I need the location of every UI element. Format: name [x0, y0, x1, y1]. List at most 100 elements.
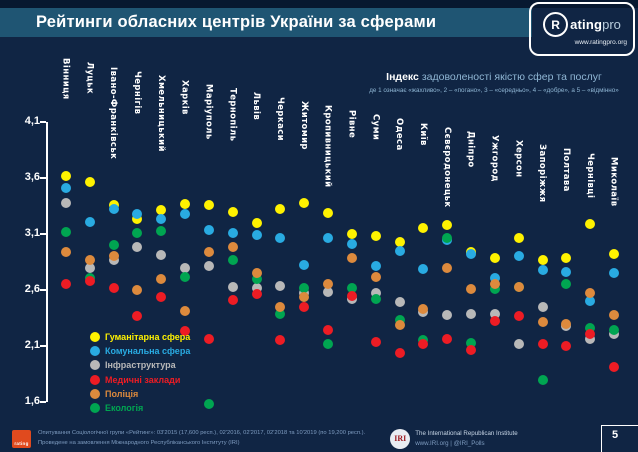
- data-point: [561, 252, 572, 263]
- data-point: [275, 233, 286, 244]
- data-point: [489, 308, 500, 319]
- data-point: [418, 263, 429, 274]
- data-point: [489, 279, 500, 290]
- data-point: [323, 207, 334, 218]
- iri-contacts: www.IRI.org | @IRI_Polls: [415, 439, 485, 447]
- data-point: [299, 260, 310, 271]
- legend-item: Інфраструктура: [90, 358, 190, 372]
- data-point: [561, 341, 572, 351]
- data-point: [203, 224, 214, 235]
- data-point: [394, 245, 405, 256]
- y-axis-line: [46, 122, 48, 402]
- data-point: [61, 226, 71, 237]
- data-point: [156, 225, 167, 236]
- x-axis-city-label: Полтава: [560, 148, 571, 193]
- iri-block: IRI The International Republican Institu…: [390, 428, 518, 449]
- data-point: [227, 295, 238, 306]
- data-point: [180, 306, 191, 317]
- y-axis-tick-label: 3,1: [24, 227, 40, 239]
- data-point: [537, 374, 548, 385]
- legend-label: Комунальна сфера: [105, 346, 191, 357]
- data-point: [299, 197, 310, 208]
- data-point: [442, 262, 453, 273]
- data-point: [227, 254, 238, 265]
- legend-label: Гуманітарна сфера: [105, 332, 191, 343]
- top-strip: [0, 0, 638, 8]
- data-point: [346, 239, 357, 250]
- source-line-1: Опитування Соціологічної групи «Рейтинг»…: [38, 430, 366, 437]
- data-point: [418, 338, 429, 349]
- data-point: [275, 335, 286, 346]
- data-point: [561, 318, 572, 329]
- data-point: [180, 326, 191, 337]
- data-point: [203, 399, 214, 410]
- data-point: [108, 204, 119, 215]
- index-note-title: Індекс задоволеності якістю сфер та посл…: [352, 66, 636, 86]
- data-point: [609, 268, 620, 279]
- data-point: [442, 220, 453, 231]
- data-point: [513, 338, 524, 349]
- page-number: 5: [601, 425, 638, 452]
- data-point: [466, 249, 477, 260]
- data-point: [346, 282, 357, 293]
- ratingpro-brand-row: R atingpro: [537, 12, 627, 37]
- x-axis-city-label: Суми: [370, 113, 381, 141]
- x-axis-city-label: Житомир: [298, 101, 309, 150]
- data-point: [346, 252, 357, 263]
- data-point: [609, 309, 620, 320]
- data-point: [537, 301, 548, 312]
- x-axis-city-label: Запоріжжя: [537, 144, 548, 203]
- data-point: [585, 323, 596, 334]
- data-point: [275, 308, 286, 319]
- legend-label: Інфраструктура: [105, 360, 176, 371]
- data-point: [251, 282, 262, 293]
- data-point: [561, 267, 572, 278]
- data-point: [275, 301, 286, 312]
- data-point: [513, 233, 524, 244]
- data-point: [84, 177, 95, 188]
- data-point: [227, 227, 238, 238]
- index-note-scale: де 1 означає «жахливо», 2 – «погано», 3 …: [369, 87, 619, 94]
- data-point: [84, 216, 95, 227]
- x-axis-city-label: Луцьк: [84, 62, 95, 95]
- data-point: [203, 246, 214, 257]
- legend-color-dot: [90, 388, 100, 399]
- data-point: [299, 301, 310, 312]
- x-axis-city-label: Одеса: [394, 118, 405, 151]
- title-band: Рейтинги обласних центрів України за сфе…: [0, 8, 532, 37]
- legend-label: Медичні заклади: [105, 374, 181, 385]
- x-axis-city-label: Івано-Франківськ: [108, 66, 119, 159]
- data-point: [323, 325, 334, 336]
- data-point: [156, 214, 167, 225]
- data-point: [227, 242, 238, 253]
- data-point: [132, 227, 143, 238]
- ratingpro-url: www.ratingpro.org: [574, 39, 627, 46]
- data-point: [180, 262, 191, 273]
- iri-text: The International Republican Institute w…: [415, 429, 518, 448]
- data-point: [346, 229, 357, 239]
- data-point: [513, 310, 524, 321]
- data-point: [203, 261, 214, 272]
- y-axis-tick-label: 3,6: [24, 171, 40, 183]
- data-point: [108, 240, 119, 251]
- data-point: [323, 279, 334, 290]
- data-point: [489, 252, 500, 263]
- data-point: [132, 214, 143, 225]
- x-axis-city-label: Хмельницький: [155, 75, 166, 153]
- rating-group-logo-text: rating: [14, 441, 29, 446]
- data-point: [537, 338, 548, 349]
- data-point: [84, 254, 95, 265]
- legend-color-dot: [90, 360, 100, 371]
- rating-group-logo: rating: [12, 429, 31, 448]
- legend-item: Комунальна сфера: [90, 344, 190, 358]
- data-point: [513, 251, 524, 262]
- data-point: [323, 338, 334, 349]
- ratingpro-wordmark: atingpro: [570, 16, 621, 34]
- page-title: Рейтинги обласних центрів України за сфе…: [36, 13, 437, 31]
- y-axis-tick-label: 4,1: [24, 115, 40, 127]
- data-point: [585, 334, 596, 345]
- data-point: [418, 304, 429, 315]
- ratingpro-monogram-icon: R: [543, 12, 569, 37]
- data-point: [609, 249, 620, 260]
